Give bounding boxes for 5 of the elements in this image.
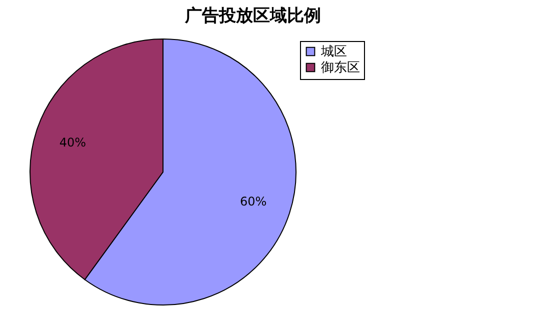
chart-title: 广告投放区域比例 [184, 6, 321, 26]
legend-label: 城区 [320, 44, 347, 60]
data-label: 40% [59, 136, 86, 150]
legend-label: 御东区 [321, 60, 360, 76]
data-label: 60% [240, 194, 267, 208]
